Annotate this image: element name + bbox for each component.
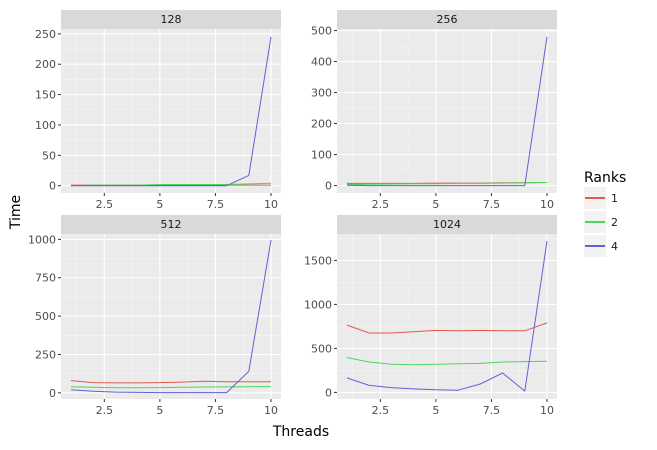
y-tick-label: 300 [311,87,332,100]
x-tick-label: 5 [156,198,163,211]
x-tick-label: 10 [264,404,278,417]
facet-panel-512: 512 2.5 5 7.5 10 0 250 500 750 1000 [28,215,281,417]
y-tick-label: 250 [35,348,56,361]
x-tick-label: 10 [264,198,278,211]
x-tick-label: 7.5 [207,404,225,417]
x-axis-title: Threads [272,424,329,440]
y-tick-label: 500 [311,25,332,38]
y-tick-label: 0 [49,180,56,193]
x-tick-label: 2.5 [96,198,114,211]
facet-strip-label: 128 [161,13,182,26]
y-tick-label: 1500 [304,254,332,267]
legend-title: Ranks [584,170,626,186]
panel-background [61,29,281,193]
y-tick-label: 250 [35,28,56,41]
y-tick-label: 400 [311,56,332,69]
x-tick-label: 7.5 [483,198,501,211]
legend-label: 4 [611,240,618,253]
y-tick-label: 500 [35,310,56,323]
series-line-ranks-4 [346,36,548,187]
y-tick-label: 0 [325,180,332,193]
facet-strip [337,10,557,29]
facet-strip-label: 512 [161,218,182,231]
y-tick-label: 750 [35,272,56,285]
facet-strip [337,215,557,234]
series-line-ranks-4 [70,240,272,394]
y-tick-label: 200 [311,118,332,131]
facet-strip [61,10,281,29]
facet-strip-label: 256 [437,13,458,26]
legend-label: 2 [611,216,618,229]
y-tick-label: 150 [35,89,56,102]
panel-background [337,29,557,193]
x-tick-label: 2.5 [96,404,114,417]
y-tick-label: 1000 [28,233,56,246]
y-tick-label: 200 [35,58,56,71]
facet-strip [61,215,281,234]
y-tick-label: 500 [311,342,332,355]
x-tick-label: 10 [540,198,554,211]
series-line-ranks-4 [71,36,272,187]
x-tick-label: 7.5 [483,404,501,417]
x-tick-label: 5 [156,404,163,417]
facet-strip-label: 1024 [433,218,461,231]
y-tick-label: 50 [42,149,56,162]
legend: Ranks 1 2 4 [584,170,626,257]
x-tick-label: 5 [432,198,439,211]
x-tick-label: 2.5 [372,404,390,417]
x-tick-label: 5 [432,404,439,417]
series-line-ranks-2 [70,182,272,187]
x-tick-label: 2.5 [372,198,390,211]
x-tick-label: 10 [540,404,554,417]
series-line-ranks-2 [346,182,548,186]
y-tick-label: 0 [325,386,332,399]
y-axis-title: Time [8,195,24,230]
x-tick-label: 7.5 [207,198,225,211]
series-line-ranks-4 [346,240,548,392]
y-tick-label: 100 [311,149,332,162]
panel-background [337,234,557,399]
facet-panel-1024: 1024 2.5 5 7.5 10 0 500 1000 1500 [304,215,557,417]
series-line-ranks-2 [346,357,548,366]
legend-label: 1 [611,192,618,205]
y-tick-label: 1000 [304,298,332,311]
y-tick-label: 100 [35,119,56,132]
y-tick-label: 0 [49,387,56,400]
series-line-ranks-2 [70,386,272,389]
series-line-ranks-1 [346,322,548,334]
